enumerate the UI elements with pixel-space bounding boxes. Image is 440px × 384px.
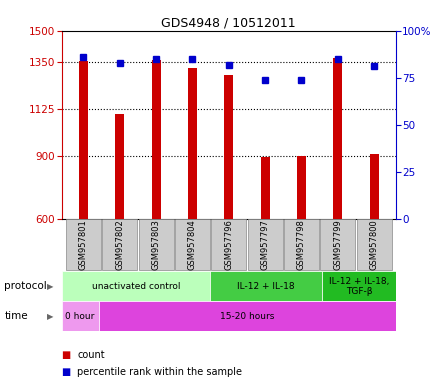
Bar xyxy=(103,219,137,270)
Title: GDS4948 / 10512011: GDS4948 / 10512011 xyxy=(161,17,296,30)
Text: GSM957798: GSM957798 xyxy=(297,219,306,270)
Bar xyxy=(62,271,210,301)
Bar xyxy=(79,61,88,219)
Text: GSM957796: GSM957796 xyxy=(224,219,233,270)
Bar xyxy=(322,271,396,301)
Text: 0 hour: 0 hour xyxy=(66,312,95,321)
Bar xyxy=(99,301,396,331)
Text: ■: ■ xyxy=(62,350,71,360)
Text: percentile rank within the sample: percentile rank within the sample xyxy=(77,367,242,377)
Text: GSM957804: GSM957804 xyxy=(188,219,197,270)
Text: ▶: ▶ xyxy=(48,312,54,321)
Bar xyxy=(211,219,246,270)
Bar xyxy=(210,271,322,301)
Bar xyxy=(66,219,101,270)
Bar xyxy=(370,154,379,219)
Text: GSM957801: GSM957801 xyxy=(79,219,88,270)
Bar xyxy=(62,301,99,331)
Bar xyxy=(297,156,306,219)
Text: GSM957800: GSM957800 xyxy=(370,219,379,270)
Bar xyxy=(248,219,282,270)
Bar xyxy=(175,219,210,270)
Bar xyxy=(224,74,233,219)
Text: GSM957802: GSM957802 xyxy=(115,219,124,270)
Text: unactivated control: unactivated control xyxy=(92,282,180,291)
Text: GSM957803: GSM957803 xyxy=(152,219,161,270)
Text: ■: ■ xyxy=(62,367,71,377)
Text: protocol: protocol xyxy=(4,281,47,291)
Text: time: time xyxy=(4,311,28,321)
Text: IL-12 + IL-18: IL-12 + IL-18 xyxy=(237,282,295,291)
Text: count: count xyxy=(77,350,105,360)
Text: GSM957797: GSM957797 xyxy=(260,219,270,270)
Text: ▶: ▶ xyxy=(48,281,54,291)
Bar xyxy=(260,157,270,219)
Text: GSM957799: GSM957799 xyxy=(334,219,342,270)
Bar xyxy=(357,219,392,270)
Bar xyxy=(139,219,173,270)
Bar xyxy=(151,60,161,219)
Bar xyxy=(320,219,355,270)
Bar xyxy=(188,68,197,219)
Bar xyxy=(284,219,319,270)
Text: IL-12 + IL-18,
TGF-β: IL-12 + IL-18, TGF-β xyxy=(329,277,389,296)
Text: 15-20 hours: 15-20 hours xyxy=(220,312,275,321)
Bar xyxy=(334,58,342,219)
Bar xyxy=(115,114,125,219)
